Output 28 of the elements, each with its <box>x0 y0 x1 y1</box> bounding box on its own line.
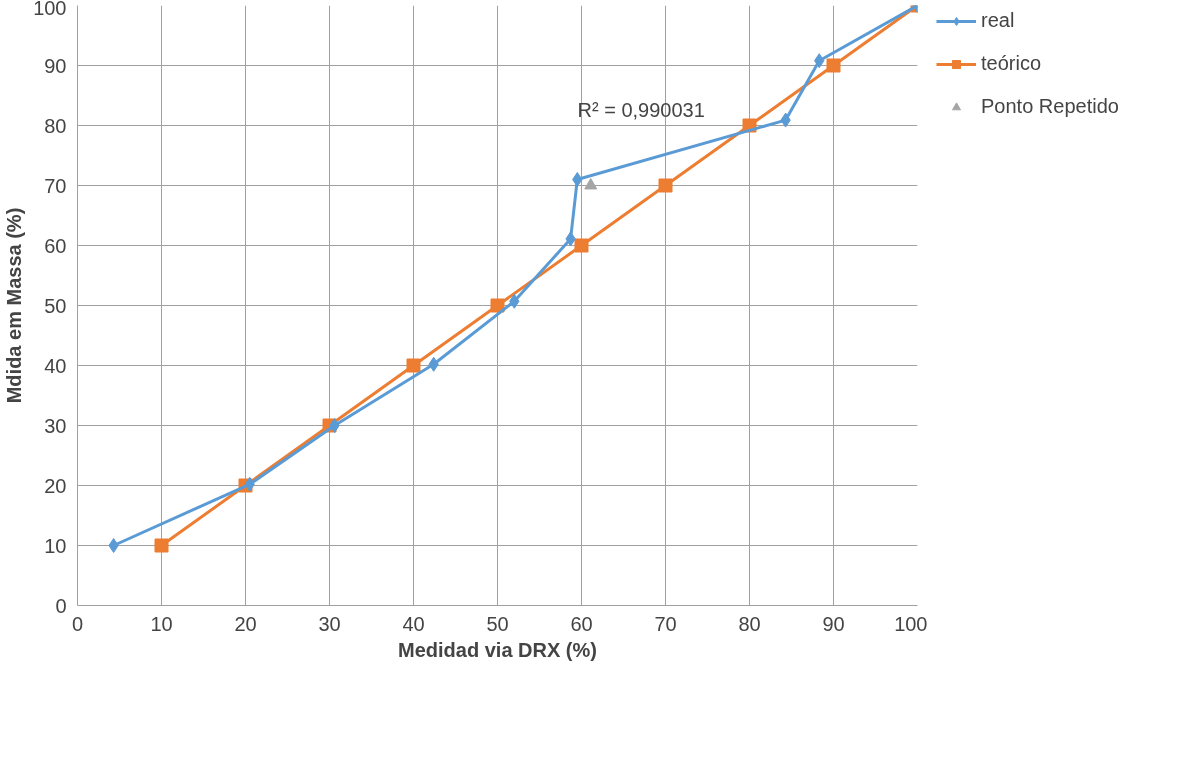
y-tick-label: 90 <box>44 54 67 77</box>
y-tick-label: 70 <box>44 174 67 197</box>
x-tick-label: 20 <box>234 612 257 635</box>
x-tick-label: 10 <box>150 612 173 635</box>
legend-label: real <box>981 9 1016 32</box>
x-axis-title: Medidad via DRX (%) <box>398 638 597 661</box>
legend-label: Ponto Repetido <box>981 95 1119 118</box>
y-tick-label: 40 <box>44 354 67 377</box>
x-tick-label: 0 <box>71 612 84 635</box>
y-tick-label: 0 <box>55 594 67 617</box>
annotation: R² = 0,990031 <box>577 98 705 121</box>
x-tick-label: 50 <box>486 612 509 635</box>
y-tick-label: 100 <box>33 0 67 19</box>
y-tick-label: 30 <box>44 414 67 437</box>
x-tick-label: 60 <box>570 612 593 635</box>
y-tick-label: 50 <box>44 294 67 317</box>
x-tick-label: 40 <box>402 612 425 635</box>
y-tick-label: 60 <box>44 234 67 257</box>
x-tick-label: 30 <box>318 612 341 635</box>
y-tick-label: 10 <box>44 534 67 557</box>
x-tick-label: 100 <box>894 612 928 635</box>
legend-label: teórico <box>981 52 1043 75</box>
y-axis-title: Mdida em Massa (%) <box>3 207 26 404</box>
x-tick-label: 70 <box>654 612 677 635</box>
y-tick-label: 20 <box>44 474 67 497</box>
x-tick-label: 90 <box>822 612 845 635</box>
x-tick-label: 80 <box>738 612 761 635</box>
y-tick-label: 80 <box>44 114 67 137</box>
